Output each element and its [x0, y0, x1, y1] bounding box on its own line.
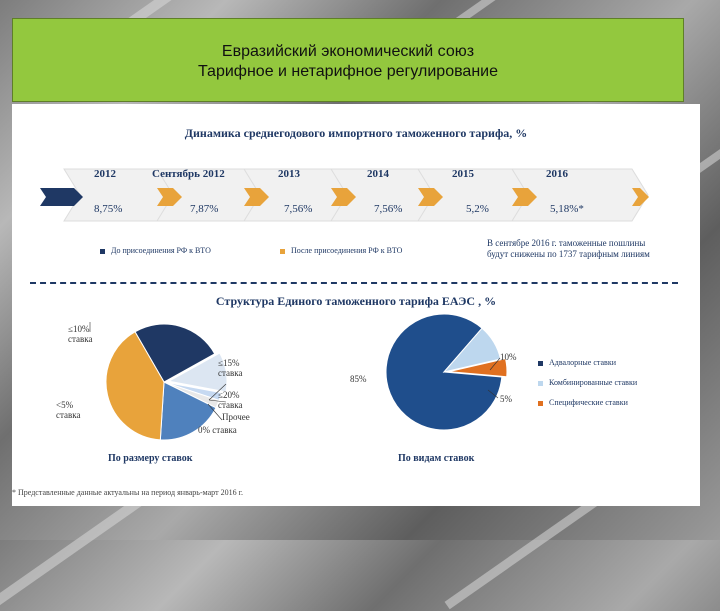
- legend-combined: Комбинированные ставки: [538, 378, 637, 387]
- pie1-label-15: ≤15% ставка: [218, 358, 243, 378]
- arrow-after-wto-icon: [244, 188, 269, 206]
- tariff-rate-value: 7,56%: [284, 203, 313, 215]
- arrow-before-wto-icon: [40, 188, 83, 206]
- slide-title-banner: Евразийский экономический союз Тарифное …: [12, 18, 684, 102]
- pie-by-size-slice: [105, 331, 165, 441]
- pie1-label-5: <5% ставка: [56, 400, 81, 420]
- year-label: 2013: [278, 168, 300, 180]
- year-label: 2015: [452, 168, 474, 180]
- slide-title-line2: Тарифное и нетарифное регулирование: [198, 63, 498, 80]
- pie1-label-20: ≤20% ставка: [218, 390, 243, 410]
- tariff-note: В сентябре 2016 г. таможенные пошлины бу…: [487, 238, 650, 259]
- section-divider: [30, 282, 678, 284]
- legend-swatch: [100, 248, 105, 254]
- pie-by-size-slice: [167, 352, 228, 393]
- footnote: * Представленные данные актуальны на пер…: [12, 488, 243, 497]
- arrow-after-wto-icon: [632, 188, 649, 206]
- tariff-rate-value: 7,56%: [374, 203, 403, 215]
- tariff-rate-value: 8,75%: [94, 203, 123, 215]
- structure-title: Структура Единого таможенного тарифа ЕАЭ…: [215, 294, 497, 308]
- pie1-label-other: Прочее: [222, 412, 250, 422]
- year-label: Сентябрь 2012: [152, 168, 225, 180]
- tariff-arrow-band: [40, 168, 649, 222]
- pie2-caption: По видам ставок: [398, 453, 475, 464]
- arrow-after-wto-icon: [512, 188, 537, 206]
- tariff-rate-value: 7,87%: [190, 203, 219, 215]
- pie1-label-10: ≤10% ставка: [68, 324, 93, 344]
- pie-by-type-slice: [448, 358, 508, 378]
- slide-title-line1: Евразийский экономический союз: [221, 43, 475, 60]
- legend-after-wto: После присоединения РФ к ВТО: [280, 246, 402, 255]
- pie-charts-canvas: [89, 314, 508, 441]
- content-panel: Динамика среднегодового импортного тамож…: [12, 104, 700, 506]
- tariff-rate-value: 5,18%*: [550, 203, 584, 215]
- legend-before-wto: До присоединения РФ к ВТО: [100, 246, 211, 255]
- pie1-caption: По размеру ставок: [108, 453, 193, 464]
- arrow-after-wto-icon: [157, 188, 182, 206]
- legend-swatch: [280, 248, 285, 254]
- arrow-after-wto-icon: [331, 188, 356, 206]
- pie2-label-10: 10%: [500, 352, 517, 362]
- pie2-label-5: 5%: [500, 394, 512, 404]
- pie2-label-85: 85%: [350, 374, 367, 384]
- pie-by-type-slice: [442, 327, 502, 373]
- tariff-dynamics-title: Динамика среднегодового импортного тамож…: [184, 126, 528, 140]
- legend-swatch: [538, 400, 543, 406]
- tariff-rate-value: 5,2%: [466, 203, 489, 215]
- legend-swatch: [538, 360, 543, 366]
- year-label: 2016: [546, 168, 568, 180]
- year-label: 2012: [94, 168, 116, 180]
- legend-swatch: [538, 380, 543, 386]
- pie-by-size-slice: [134, 323, 216, 383]
- pie-by-size-slice: [159, 381, 217, 441]
- year-label: 2014: [367, 168, 389, 180]
- pie1-label-zero: 0% ставка: [198, 425, 237, 435]
- legend-specific: Специфические ставки: [538, 398, 628, 407]
- legend-advalorem: Адвалорные ставки: [538, 358, 616, 367]
- arrow-after-wto-icon: [418, 188, 443, 206]
